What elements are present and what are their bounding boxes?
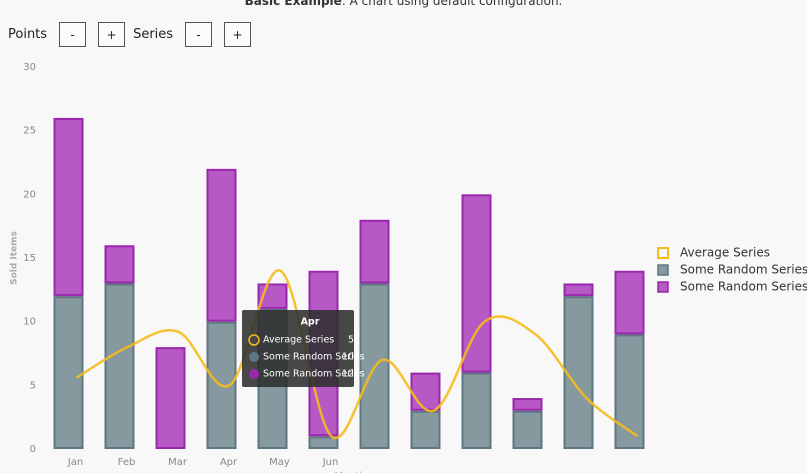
series-minus-button[interactable]: - bbox=[185, 22, 213, 47]
y-axis-label: Sold Items bbox=[10, 231, 20, 285]
tooltip-title: Apr bbox=[301, 317, 320, 328]
legend-swatch bbox=[657, 247, 669, 259]
tooltip-name: Some Random Series bbox=[263, 352, 365, 363]
y-tick-label: 15 bbox=[23, 253, 36, 264]
legend-label: Some Random Series bbox=[680, 263, 807, 277]
points-plus-button[interactable]: + bbox=[98, 22, 126, 47]
tooltip: Apr Average Series 5 Some Random Series … bbox=[242, 310, 365, 387]
x-tick-label: Mar bbox=[168, 457, 188, 468]
legend-swatch bbox=[657, 281, 669, 293]
y-tick-label: 20 bbox=[23, 189, 36, 200]
tooltip-name: Some Random Series bbox=[263, 369, 365, 380]
title-bold: Basic Example bbox=[244, 0, 342, 8]
bar bbox=[410, 372, 441, 411]
points-minus-button[interactable]: - bbox=[59, 22, 87, 47]
tooltip-box bbox=[242, 310, 354, 387]
tooltip-marker bbox=[249, 352, 259, 362]
line bbox=[75, 269, 639, 440]
bar bbox=[512, 410, 543, 449]
bar bbox=[563, 296, 594, 450]
bar bbox=[359, 283, 390, 450]
bar bbox=[104, 283, 135, 450]
plot: 0 5 10 15 20 25 30 Jan Feb Mar Apr May Jun bbox=[23, 62, 645, 468]
x-tick-label: Jun bbox=[322, 457, 339, 468]
controls: Points - + Series - + bbox=[8, 22, 252, 47]
bar bbox=[461, 372, 492, 450]
bar bbox=[512, 398, 543, 411]
x-tick-label: Jan bbox=[67, 457, 83, 468]
tooltip-name: Average Series bbox=[263, 335, 334, 346]
legend-swatch bbox=[657, 264, 669, 276]
legend-label: Average Series bbox=[680, 246, 770, 260]
bar bbox=[410, 410, 441, 449]
bar bbox=[614, 334, 645, 449]
y-tick-label: 30 bbox=[23, 62, 36, 73]
bar bbox=[461, 194, 492, 373]
tooltip-value: 5 bbox=[348, 335, 354, 346]
x-tick-label: May bbox=[269, 457, 290, 468]
tooltip-value: 12 bbox=[342, 369, 354, 380]
bar bbox=[53, 117, 84, 297]
title-rest: : A chart using default configuration. bbox=[341, 0, 563, 8]
series-label: Series bbox=[133, 27, 174, 42]
bar bbox=[359, 219, 390, 284]
bar bbox=[104, 245, 135, 284]
y-tick-label: 5 bbox=[30, 380, 36, 391]
bar bbox=[206, 168, 237, 322]
x-tick-label: Feb bbox=[118, 457, 136, 468]
y-tick-label: 25 bbox=[23, 126, 36, 137]
x-axis-label: Month bbox=[334, 471, 365, 473]
bar bbox=[614, 270, 645, 335]
y-tick-label: 0 bbox=[30, 444, 36, 455]
bar bbox=[563, 283, 594, 297]
series-plus-button[interactable]: + bbox=[224, 22, 252, 47]
legend-label: Some Random Series bbox=[680, 280, 807, 294]
bar bbox=[53, 296, 84, 450]
y-tick-label: 10 bbox=[23, 317, 36, 328]
bar bbox=[155, 347, 186, 449]
bar bbox=[308, 436, 339, 449]
title: Basic Example: A chart using default con… bbox=[0, 0, 807, 8]
points-label: Points bbox=[8, 27, 48, 42]
tooltip-marker bbox=[249, 369, 259, 379]
tooltip-marker bbox=[248, 334, 260, 346]
tooltip-value: 10 bbox=[342, 352, 354, 363]
x-tick-label: Apr bbox=[220, 457, 238, 468]
